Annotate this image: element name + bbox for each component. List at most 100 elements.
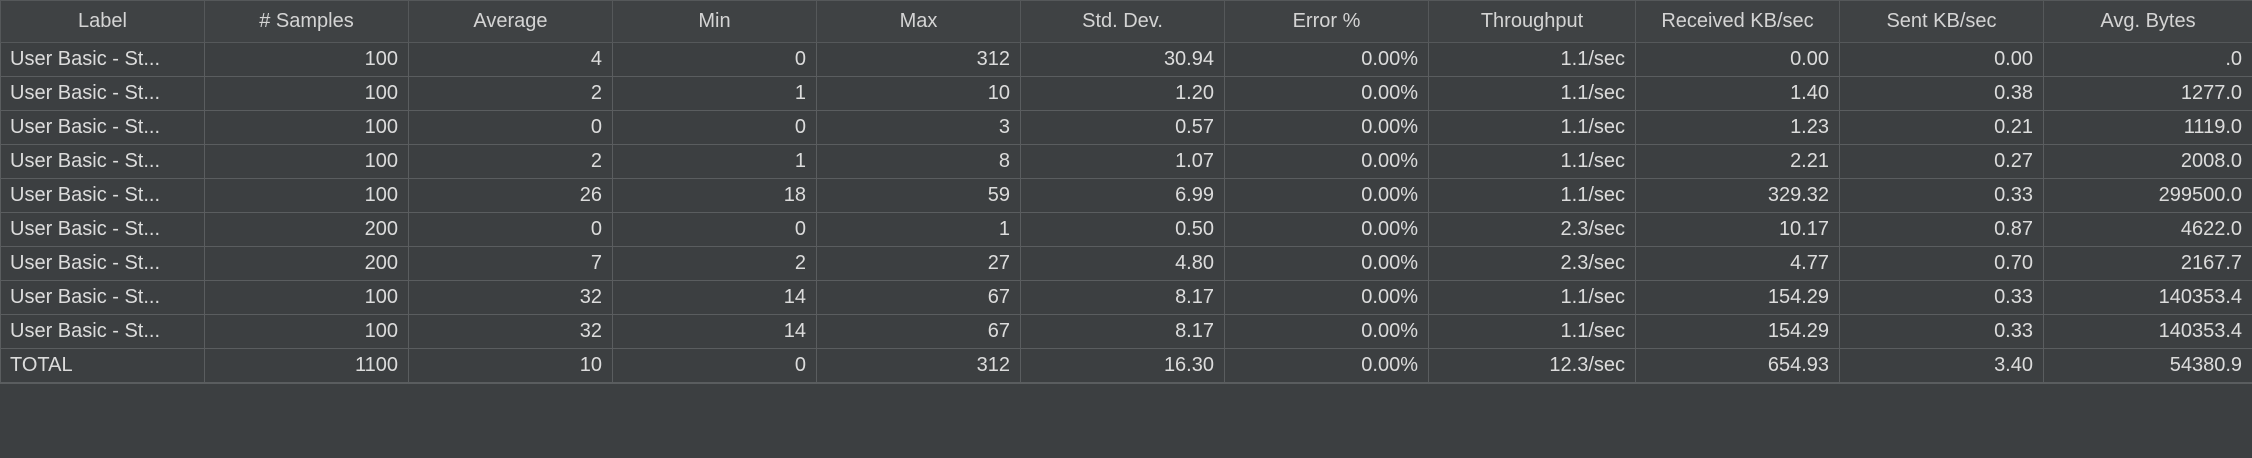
cell-std-dev: 4.80 xyxy=(1020,246,1225,281)
column-header-std-dev[interactable]: Std. Dev. xyxy=(1020,0,1225,43)
total-cell-error: 0.00% xyxy=(1224,348,1429,383)
column-header-samples[interactable]: # Samples xyxy=(204,0,409,43)
total-cell-received-kb-sec: 654.93 xyxy=(1635,348,1840,383)
table-row[interactable]: User Basic - St... 200 7 2 27 4.80 0.00% 2.3/se… xyxy=(0,246,2252,281)
cell-average: 7 xyxy=(408,246,613,281)
cell-throughput: 2.3/sec xyxy=(1428,246,1636,281)
cell-samples: 100 xyxy=(204,144,409,179)
cell-max: 10 xyxy=(816,76,1021,111)
cell-average: 26 xyxy=(408,178,613,213)
cell-avg-bytes: 2008.0 xyxy=(2043,144,2252,179)
cell-min: 0 xyxy=(612,42,817,77)
cell-samples: 100 xyxy=(204,42,409,77)
cell-error: 0.00% xyxy=(1224,144,1429,179)
cell-label: User Basic - St... xyxy=(0,280,205,315)
column-header-max[interactable]: Max xyxy=(816,0,1021,43)
cell-std-dev: 0.50 xyxy=(1020,212,1225,247)
table-row[interactable]: User Basic - St... 100 2 1 10 1.20 0.00% 1.1/se… xyxy=(0,76,2252,111)
cell-throughput: 1.1/sec xyxy=(1428,314,1636,349)
table-body: User Basic - St... 100 4 0 312 30.94 0.00% 1.1/… xyxy=(0,42,2252,383)
cell-error: 0.00% xyxy=(1224,110,1429,145)
cell-sent-kb-sec: 0.33 xyxy=(1839,314,2044,349)
cell-throughput: 1.1/sec xyxy=(1428,144,1636,179)
cell-label: User Basic - St... xyxy=(0,314,205,349)
cell-avg-bytes: 2167.7 xyxy=(2043,246,2252,281)
cell-throughput: 1.1/sec xyxy=(1428,178,1636,213)
cell-throughput: 2.3/sec xyxy=(1428,212,1636,247)
table-row[interactable]: User Basic - St... 100 0 0 3 0.57 0.00% 1.1/sec… xyxy=(0,110,2252,145)
cell-received-kb-sec: 1.40 xyxy=(1635,76,1840,111)
total-cell-min: 0 xyxy=(612,348,817,383)
cell-sent-kb-sec: 0.38 xyxy=(1839,76,2044,111)
column-header-min[interactable]: Min xyxy=(612,0,817,43)
cell-samples: 100 xyxy=(204,280,409,315)
cell-min: 1 xyxy=(612,76,817,111)
cell-std-dev: 1.20 xyxy=(1020,76,1225,111)
cell-throughput: 1.1/sec xyxy=(1428,110,1636,145)
cell-avg-bytes: 140353.4 xyxy=(2043,280,2252,315)
cell-avg-bytes: 299500.0 xyxy=(2043,178,2252,213)
cell-average: 2 xyxy=(408,144,613,179)
cell-sent-kb-sec: 0.00 xyxy=(1839,42,2044,77)
cell-min: 0 xyxy=(612,212,817,247)
cell-samples: 100 xyxy=(204,314,409,349)
table-row[interactable]: User Basic - St... 100 4 0 312 30.94 0.00% 1.1/… xyxy=(0,42,2252,77)
total-cell-avg-bytes: 54380.9 xyxy=(2043,348,2252,383)
cell-max: 8 xyxy=(816,144,1021,179)
column-header-label[interactable]: Label xyxy=(0,0,205,43)
cell-throughput: 1.1/sec xyxy=(1428,76,1636,111)
cell-received-kb-sec: 4.77 xyxy=(1635,246,1840,281)
cell-std-dev: 8.17 xyxy=(1020,314,1225,349)
column-header-throughput[interactable]: Throughput xyxy=(1428,0,1636,43)
table-header: Label # Samples Average Min Max Std. Dev. Erro… xyxy=(0,0,2252,43)
total-cell-samples: 1100 xyxy=(204,348,409,383)
cell-min: 14 xyxy=(612,314,817,349)
cell-error: 0.00% xyxy=(1224,178,1429,213)
table-row[interactable]: User Basic - St... 100 32 14 67 8.17 0.00% 1.1/… xyxy=(0,280,2252,315)
cell-received-kb-sec: 10.17 xyxy=(1635,212,1840,247)
cell-sent-kb-sec: 0.33 xyxy=(1839,178,2044,213)
table-bottom-edge xyxy=(0,383,2252,392)
cell-received-kb-sec: 329.32 xyxy=(1635,178,1840,213)
table-row[interactable]: User Basic - St... 200 0 0 1 0.50 0.00% 2.3/sec… xyxy=(0,212,2252,247)
table-row[interactable]: User Basic - St... 100 32 14 67 8.17 0.00% 1.1/… xyxy=(0,314,2252,349)
table-row[interactable]: User Basic - St... 100 26 18 59 6.99 0.00% 1.1/… xyxy=(0,178,2252,213)
total-cell-max: 312 xyxy=(816,348,1021,383)
cell-label: User Basic - St... xyxy=(0,42,205,77)
cell-error: 0.00% xyxy=(1224,314,1429,349)
column-header-average[interactable]: Average xyxy=(408,0,613,43)
cell-received-kb-sec: 1.23 xyxy=(1635,110,1840,145)
cell-max: 27 xyxy=(816,246,1021,281)
cell-error: 0.00% xyxy=(1224,212,1429,247)
cell-error: 0.00% xyxy=(1224,280,1429,315)
cell-received-kb-sec: 154.29 xyxy=(1635,314,1840,349)
column-header-avg-bytes[interactable]: Avg. Bytes xyxy=(2043,0,2252,43)
cell-throughput: 1.1/sec xyxy=(1428,42,1636,77)
cell-label: User Basic - St... xyxy=(0,212,205,247)
cell-label: User Basic - St... xyxy=(0,178,205,213)
cell-max: 67 xyxy=(816,280,1021,315)
cell-samples: 200 xyxy=(204,246,409,281)
cell-label: User Basic - St... xyxy=(0,76,205,111)
cell-std-dev: 0.57 xyxy=(1020,110,1225,145)
cell-avg-bytes: 140353.4 xyxy=(2043,314,2252,349)
cell-avg-bytes: 4622.0 xyxy=(2043,212,2252,247)
column-header-sent-kb-sec[interactable]: Sent KB/sec xyxy=(1839,0,2044,43)
column-header-error[interactable]: Error % xyxy=(1224,0,1429,43)
cell-error: 0.00% xyxy=(1224,246,1429,281)
column-header-received-kb-sec[interactable]: Received KB/sec xyxy=(1635,0,1840,43)
cell-label: User Basic - St... xyxy=(0,246,205,281)
cell-average: 4 xyxy=(408,42,613,77)
cell-sent-kb-sec: 0.87 xyxy=(1839,212,2044,247)
header-row: Label # Samples Average Min Max Std. Dev. Erro… xyxy=(0,0,2252,43)
cell-samples: 100 xyxy=(204,178,409,213)
cell-average: 32 xyxy=(408,314,613,349)
total-cell-throughput: 12.3/sec xyxy=(1428,348,1636,383)
total-row[interactable]: TOTAL 1100 10 0 312 16.30 0.00% 12.3/sec 654.93 3… xyxy=(0,348,2252,383)
cell-avg-bytes: .0 xyxy=(2043,42,2252,77)
table-row[interactable]: User Basic - St... 100 2 1 8 1.07 0.00% 1.1/sec… xyxy=(0,144,2252,179)
cell-average: 2 xyxy=(408,76,613,111)
cell-error: 0.00% xyxy=(1224,42,1429,77)
cell-min: 1 xyxy=(612,144,817,179)
cell-avg-bytes: 1119.0 xyxy=(2043,110,2252,145)
